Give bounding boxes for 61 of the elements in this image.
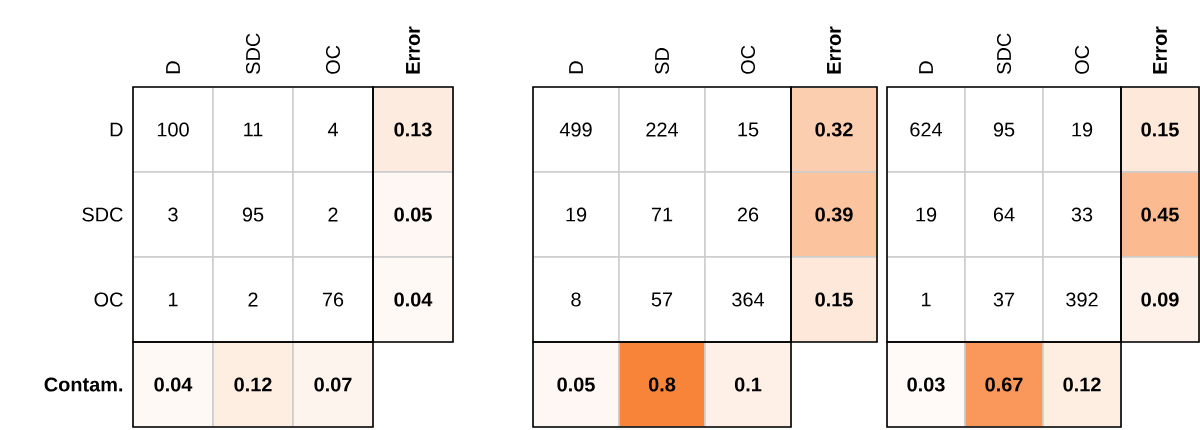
- y-tick-label: Contam.: [44, 377, 123, 392]
- data-label: 8: [571, 292, 581, 307]
- data-label: 0.12: [234, 377, 272, 392]
- data-label: 499: [559, 122, 592, 137]
- x-tick-label: Error: [406, 26, 420, 74]
- data-label: 11: [244, 122, 263, 137]
- data-label: 100: [157, 122, 189, 137]
- data-label: 0.09: [1141, 292, 1179, 307]
- data-label: 3: [168, 207, 178, 222]
- data-label: 0.45: [1141, 207, 1179, 222]
- data-label: 0.8: [648, 377, 676, 392]
- y-tick-label: OC: [94, 292, 123, 307]
- data-label: 0.04: [154, 377, 193, 392]
- x-tick-label: Error: [1153, 26, 1167, 74]
- data-label: 15: [738, 122, 759, 137]
- data-label: 2: [248, 292, 258, 307]
- y-tick-label: D: [110, 122, 123, 137]
- data-label: 0.03: [907, 377, 945, 392]
- data-label: 0.15: [815, 292, 853, 307]
- x-tick-label: D: [166, 61, 180, 74]
- data-label: 37: [993, 292, 1015, 307]
- data-label: 95: [242, 207, 264, 222]
- data-label: 0.1: [734, 377, 762, 392]
- data-label: 0.12: [1063, 377, 1101, 392]
- x-tick-label: D: [919, 61, 933, 74]
- x-tick-label: SDC: [245, 33, 261, 74]
- data-label: 364: [732, 292, 765, 307]
- data-label: 624: [910, 122, 943, 137]
- x-tick-label: SD: [654, 48, 670, 74]
- data-label: 0.07: [314, 377, 352, 392]
- data-label: 224: [646, 122, 679, 137]
- data-label: 2: [328, 207, 338, 222]
- x-tick-label: OC: [740, 45, 756, 74]
- data-label: 0.04: [394, 292, 433, 307]
- data-label: 71: [651, 207, 673, 222]
- x-tick-label: OC: [1074, 45, 1090, 74]
- x-tick-label: SDC: [996, 33, 1012, 74]
- data-label: 95: [993, 122, 1015, 137]
- y-tick-label: SDC: [82, 207, 123, 222]
- data-label: 392: [1066, 292, 1098, 307]
- data-label: 57: [651, 292, 673, 307]
- x-tick-label: OC: [325, 45, 341, 74]
- data-label: 4: [327, 122, 338, 137]
- data-label: 76: [322, 292, 344, 307]
- data-label: 0.13: [394, 122, 432, 137]
- data-label: 0.67: [985, 377, 1023, 392]
- data-label: 26: [737, 207, 759, 222]
- data-label: 0.15: [1141, 122, 1179, 137]
- data-label: 0.05: [557, 377, 595, 392]
- data-label: 0.05: [394, 207, 432, 222]
- x-tick-label: Error: [827, 26, 841, 74]
- data-label: 1: [921, 292, 931, 307]
- x-tick-label: D: [569, 61, 583, 74]
- data-label: 19: [566, 207, 587, 222]
- data-label: 0.39: [815, 207, 853, 222]
- data-label: 33: [1071, 207, 1093, 222]
- data-label: 64: [993, 207, 1015, 222]
- data-label: 19: [916, 207, 937, 222]
- data-label: 19: [1072, 122, 1093, 137]
- data-label: 1: [168, 292, 178, 307]
- data-label: 0.32: [815, 122, 853, 137]
